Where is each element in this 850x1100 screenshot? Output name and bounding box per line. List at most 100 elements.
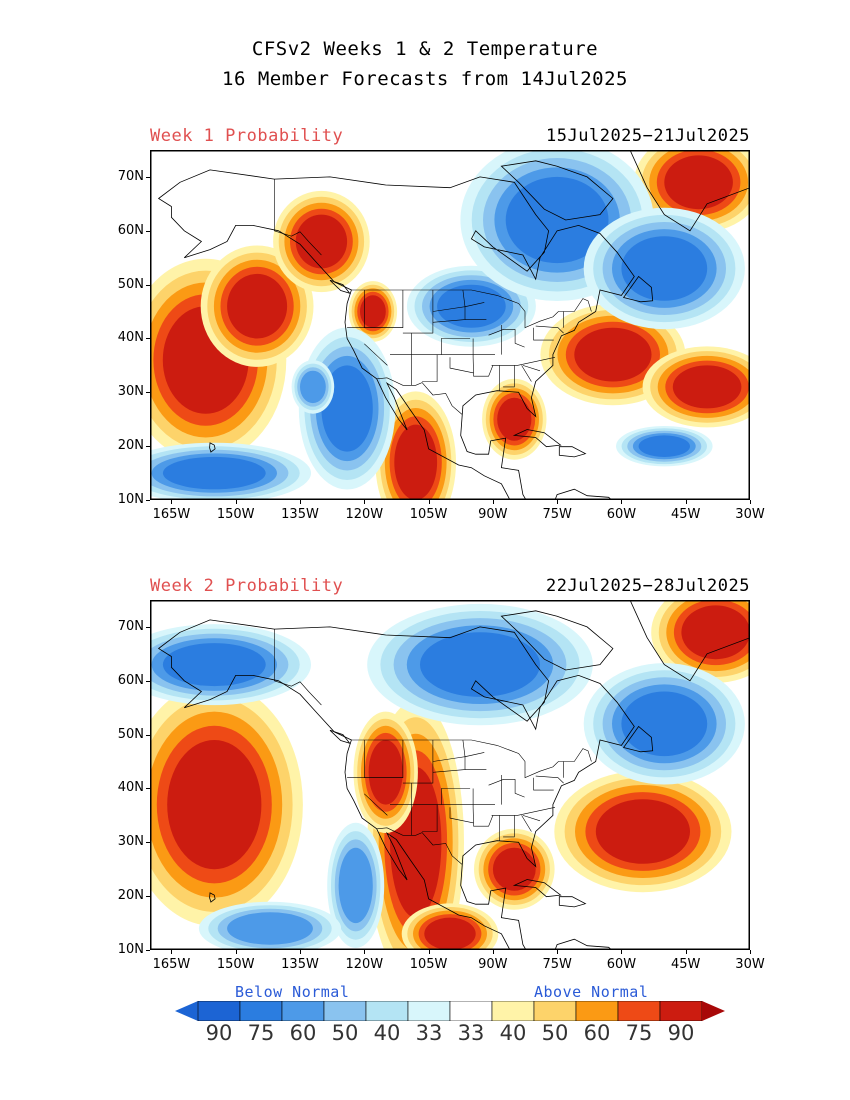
lat-tick-label: 30N (117, 384, 144, 400)
above-anomaly-6-level-90 (424, 917, 476, 950)
lat-tick-label: 10N (117, 942, 144, 957)
week-1-map (150, 150, 750, 500)
lon-tick (557, 500, 559, 504)
below-anomaly-13-level-75 (162, 456, 266, 490)
legend-number: 75 (247, 1021, 275, 1045)
legend-number: 50 (331, 1021, 359, 1045)
below-anomaly-10-level-75 (505, 176, 609, 264)
legend-number: 60 (583, 1021, 611, 1045)
below-anomaly-8-level-75 (162, 643, 266, 687)
week-2-map (150, 600, 750, 950)
lat-tick-label: 30N (117, 834, 144, 850)
lon-tick-label: 75W (542, 957, 572, 972)
lat-tick-label: 40N (117, 330, 144, 346)
lat-tick-label: 40N (117, 780, 144, 796)
legend-swatch-6 (449, 1001, 493, 1021)
panel-1-label: Week 1 Probability (150, 126, 344, 146)
map-frame (150, 600, 750, 950)
above-anomaly-7-level-90 (664, 155, 733, 210)
below-anomaly-12-level-75 (321, 365, 373, 452)
lon-tick-label: 165W (152, 957, 191, 972)
lon-tick (428, 500, 430, 504)
coastlines (157, 600, 750, 950)
lat-tick (146, 788, 150, 790)
lon-tick (235, 950, 237, 954)
below-anomaly-9-level-75 (437, 284, 506, 328)
lon-tick-label: 105W (409, 507, 448, 522)
lon-tick (364, 500, 366, 504)
legend-swatch-0 (197, 1001, 241, 1021)
legend-swatch-1 (239, 1001, 283, 1021)
above-anomaly-6-level-90 (672, 365, 742, 409)
legend-swatch-11 (659, 1001, 703, 1021)
legend-swatch-10 (617, 1001, 661, 1021)
legend-swatch-5 (407, 1001, 451, 1021)
lat-tick-label: 70N (117, 618, 144, 634)
coastlines (157, 150, 750, 500)
above-anomaly-4-level-90 (497, 397, 532, 441)
lat-tick (146, 338, 150, 340)
legend-number: 40 (499, 1021, 527, 1045)
lon-tick (428, 950, 430, 954)
legend-swatch-8 (533, 1001, 577, 1021)
below-anomaly-7-level-75 (420, 632, 540, 697)
lon-tick (750, 950, 751, 954)
lon-tick-label: 90W (478, 957, 508, 972)
below-anomaly-11-level-75 (621, 236, 708, 301)
lat-tick (146, 176, 150, 178)
lat-tick (146, 734, 150, 736)
legend-number: 90 (205, 1021, 233, 1045)
panel-2-label: Week 2 Probability (150, 576, 344, 596)
lat-tick (146, 392, 150, 394)
above-anomaly-3-level-90 (492, 847, 536, 891)
lon-tick-label: 105W (409, 957, 448, 972)
legend-number: 50 (541, 1021, 569, 1045)
legend-number: 33 (415, 1021, 443, 1045)
below-anomaly-14-level-75 (638, 435, 690, 458)
below-anomaly-15-level-60 (300, 370, 326, 404)
map-canvas (150, 150, 750, 500)
lon-tick-label: 30W (735, 957, 765, 972)
legend-swatch-4 (365, 1001, 409, 1021)
above-anomaly-5-level-90 (574, 327, 652, 382)
above-anomaly-0-level-90 (167, 740, 262, 870)
lon-tick-label: 120W (345, 507, 384, 522)
lon-tick-label: 135W (281, 957, 319, 972)
lat-tick (146, 446, 150, 448)
legend-number: 75 (625, 1021, 653, 1045)
below-anomaly-11-level-60 (227, 912, 313, 945)
lat-tick (146, 896, 150, 898)
lat-tick-label: 20N (117, 438, 144, 454)
lon-tick (750, 500, 751, 504)
lon-tick-label: 165W (152, 507, 191, 522)
legend-number: 40 (373, 1021, 401, 1045)
above-anomaly-2-level-90 (368, 740, 403, 805)
map-canvas (150, 600, 750, 950)
lat-tick (146, 284, 150, 286)
lat-tick-label: 70N (117, 168, 144, 184)
lat-tick-label: 20N (117, 888, 144, 904)
lon-tick-label: 45W (671, 507, 701, 522)
map-frame (150, 150, 750, 500)
above-anomaly-2-level-90 (295, 214, 348, 269)
below-normal-label: Below Normal (235, 983, 350, 1001)
lon-tick (685, 950, 687, 954)
above-anomaly-4-level-90 (595, 799, 690, 864)
lat-tick (146, 842, 150, 844)
lon-tick-label: 60W (606, 957, 637, 972)
lon-tick (621, 500, 623, 504)
above-anomaly-8-level-90 (360, 295, 386, 328)
legend-swatch-2 (281, 1001, 325, 1021)
above-anomaly-3-level-90 (394, 424, 438, 500)
lon-tick (492, 950, 494, 954)
lat-tick-label: 10N (117, 492, 144, 507)
lon-tick (235, 500, 237, 504)
lat-tick (146, 626, 150, 628)
above-anomaly-1-level-90 (227, 273, 288, 339)
lon-tick-label: 135W (281, 507, 319, 522)
political-borders (274, 179, 592, 415)
title-line-2: 16 Member Forecasts from 14Jul2025 (222, 68, 628, 90)
panel-1-dates: 15Jul2025−21Jul2025 (546, 126, 750, 146)
legend-swatch-3 (323, 1001, 367, 1021)
lat-tick-label: 50N (117, 726, 144, 742)
